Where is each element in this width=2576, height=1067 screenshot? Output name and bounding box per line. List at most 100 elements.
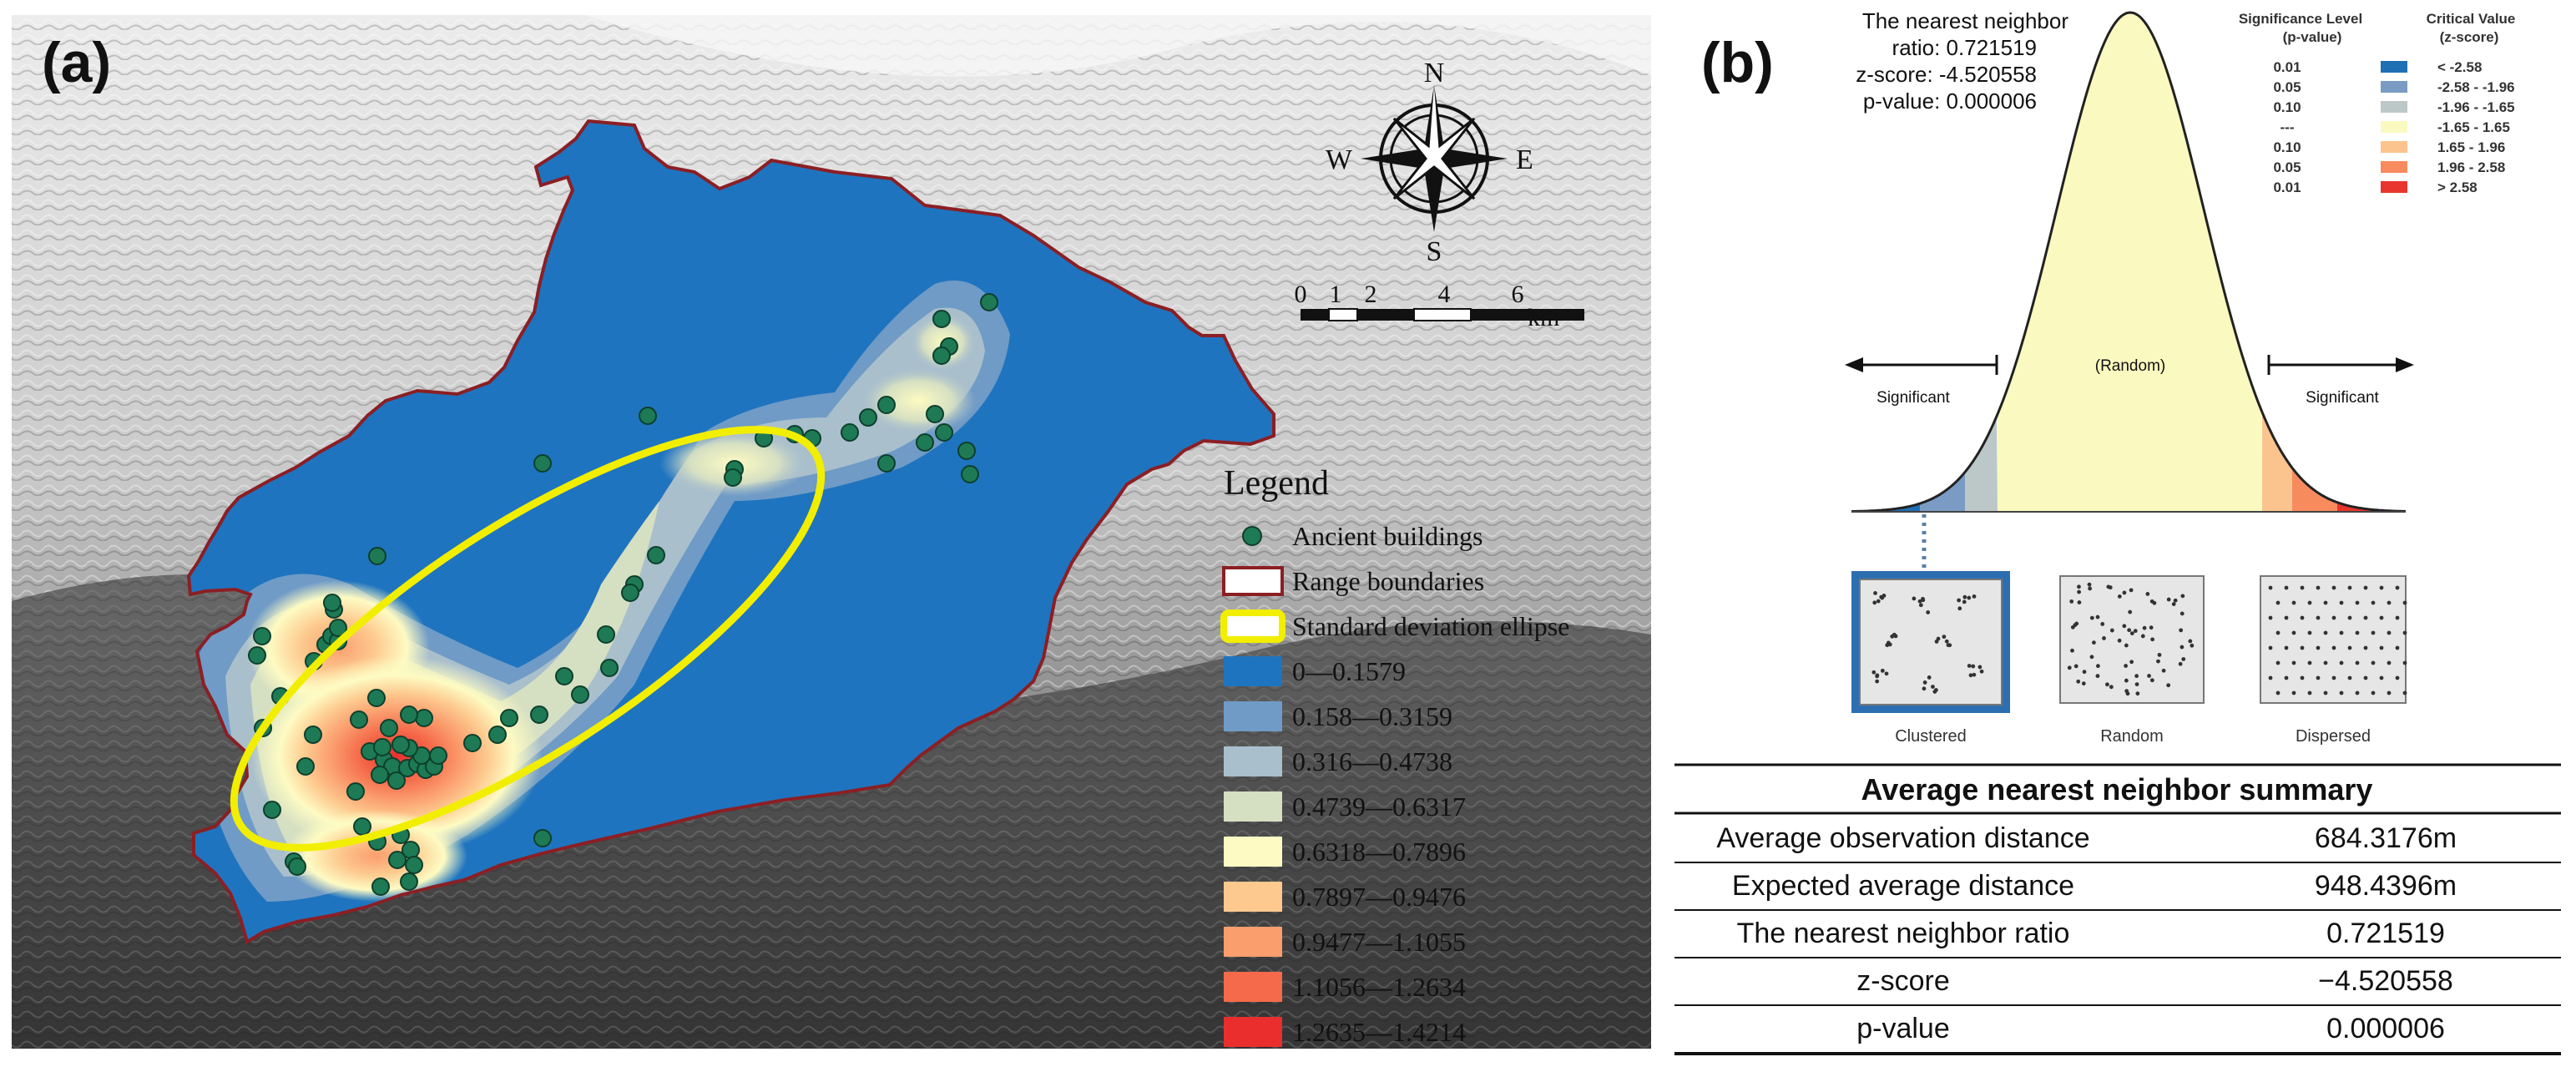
thumbnail-dot <box>2323 630 2328 635</box>
significance-z-range: 1.65 - 1.96 <box>2437 139 2505 155</box>
thumbnail-dot <box>1921 598 1926 603</box>
ancient-building-point <box>368 547 386 565</box>
thumbnail-dot <box>2268 615 2273 620</box>
thumbnail-dot <box>2188 639 2193 644</box>
scale-tick-4: 4 <box>1438 281 1451 308</box>
ancient-building-point <box>323 594 341 612</box>
thumbnail-dot <box>1873 590 1877 595</box>
significance-z-range: 1.96 - 2.58 <box>2437 159 2505 175</box>
thumbnail-dot <box>2284 585 2289 590</box>
thumbnail-dot <box>2300 645 2305 650</box>
thumbnail-dot <box>2105 682 2109 687</box>
thumbnail-dot <box>2076 679 2081 684</box>
thumbnail-dot <box>2300 615 2305 620</box>
ancient-building-point <box>296 757 315 776</box>
thumbnail-dot <box>1934 640 1939 644</box>
significance-z-range: < -2.58 <box>2437 59 2482 75</box>
thumbnail-dot <box>2179 611 2185 616</box>
legend-swatch-fill <box>1224 791 1282 822</box>
thumbnail-dot <box>2323 660 2328 665</box>
thumbnail-dot <box>2134 674 2139 679</box>
thumbnail-dot <box>2122 624 2127 629</box>
ancient-building-point <box>391 736 410 754</box>
thumbnail-dot <box>2300 675 2305 680</box>
legend-swatch-fill <box>1224 882 1282 912</box>
panel-b-analysis: (b) The nearest neighbor ratio: 0.721519… <box>1674 8 2561 1055</box>
relief-light-valley <box>584 15 1651 77</box>
thumbnail-dot <box>1918 603 1923 608</box>
standard-deviation-ellipse <box>230 426 826 852</box>
thumbnail-dot <box>2371 690 2376 695</box>
thumbnail-dot <box>2291 660 2296 665</box>
nearest-neighbor-stats: The nearest neighbor ratio: 0.721519 z-s… <box>1856 8 2068 114</box>
ancient-building-point <box>841 423 859 442</box>
thumbnail-dot <box>1957 598 1962 603</box>
thumbnail-dot <box>2173 598 2178 603</box>
ancient-building-point <box>533 829 552 847</box>
significance-header-2: (p-value) <box>2283 29 2342 45</box>
thumbnail-dot <box>1872 600 1877 605</box>
thumbnail-dot <box>2179 645 2185 650</box>
thumbnail-dot <box>2095 674 2100 679</box>
thumbnail-dot <box>2133 629 2138 634</box>
ancient-building-point <box>387 771 406 790</box>
curve-region-pos-0-10 <box>2262 412 2292 512</box>
thumbnail-dot <box>1912 596 1917 601</box>
thumbnail-dot <box>2089 615 2094 620</box>
ancient-building-point <box>932 310 951 328</box>
thumbnail-dot <box>1880 668 1885 673</box>
thumbnail-dot <box>1927 675 1932 680</box>
density-warm-far-ne <box>860 367 977 434</box>
thumbnail-dot <box>2402 690 2407 695</box>
legend-swatch-fill <box>1224 656 1282 686</box>
summary-row-value: 0.000006 <box>2326 1013 2445 1044</box>
curve-region-neg-0-10 <box>1965 416 1998 512</box>
thumbnail-dot <box>2395 615 2400 620</box>
ancient-building-point <box>980 293 998 311</box>
ancient-building-point <box>388 851 407 869</box>
density-hotspot-south <box>284 810 467 902</box>
ancient-building-point <box>248 646 266 665</box>
thumbnail-dot <box>2275 690 2281 695</box>
thumbnail-dot <box>2077 589 2081 594</box>
significance-p-value: 0.01 <box>2273 59 2301 75</box>
thumbnail-dot <box>1967 664 1972 668</box>
ancient-building-point <box>555 667 573 685</box>
legend-item-label: 1.1056—1.2634 <box>1292 972 1466 1002</box>
thumbnail-dot <box>2402 660 2407 665</box>
thumbnail-dot <box>2402 600 2407 605</box>
significance-p-value: 0.05 <box>2273 79 2301 95</box>
compass-south-label: S <box>1427 236 1442 267</box>
thumbnail-dot <box>2395 645 2400 650</box>
ancient-building-point <box>647 546 665 564</box>
ancient-building-point <box>329 619 347 637</box>
thumbnail-dot <box>1931 685 1935 689</box>
curve-region-pos-0-01 <box>2337 502 2406 512</box>
thumbnail-dot <box>2387 690 2392 695</box>
thumbnail-dot <box>2156 659 2160 664</box>
dispersed-thumbnail <box>2260 575 2407 704</box>
ancient-building-point <box>621 584 639 602</box>
panel-b-label: (b) <box>1701 31 1774 94</box>
thumbnail-dot <box>2275 660 2281 665</box>
stats-line-1: The nearest neighbor <box>1862 8 2069 33</box>
thumbnail-dot <box>2157 652 2162 657</box>
summary-row-value: −4.520558 <box>2318 965 2453 997</box>
legend-item-label: 0.9477—1.1055 <box>1292 927 1466 957</box>
thumbnail-dot <box>2108 585 2113 590</box>
thumbnail-dot <box>2307 660 2312 665</box>
legend-swatch-fill <box>1224 927 1282 957</box>
significance-p-value: --- <box>2281 119 2295 135</box>
legend-item-label: 0.7897—0.9476 <box>1292 882 1466 912</box>
thumbnail-dot <box>2140 634 2145 639</box>
ancient-building-point <box>380 719 398 737</box>
thumbnail-dot <box>2070 625 2075 630</box>
legend-item-label: 0.316—0.4738 <box>1292 746 1452 776</box>
thumbnail-dot <box>2363 645 2368 650</box>
thumbnail-dot <box>2379 675 2384 680</box>
thumbnail-dot <box>2339 690 2344 695</box>
thumbnail-dot <box>2124 678 2129 683</box>
ancient-building-point <box>530 705 548 724</box>
thumbnail-dot <box>2316 645 2321 650</box>
ancient-building-point <box>288 857 306 876</box>
